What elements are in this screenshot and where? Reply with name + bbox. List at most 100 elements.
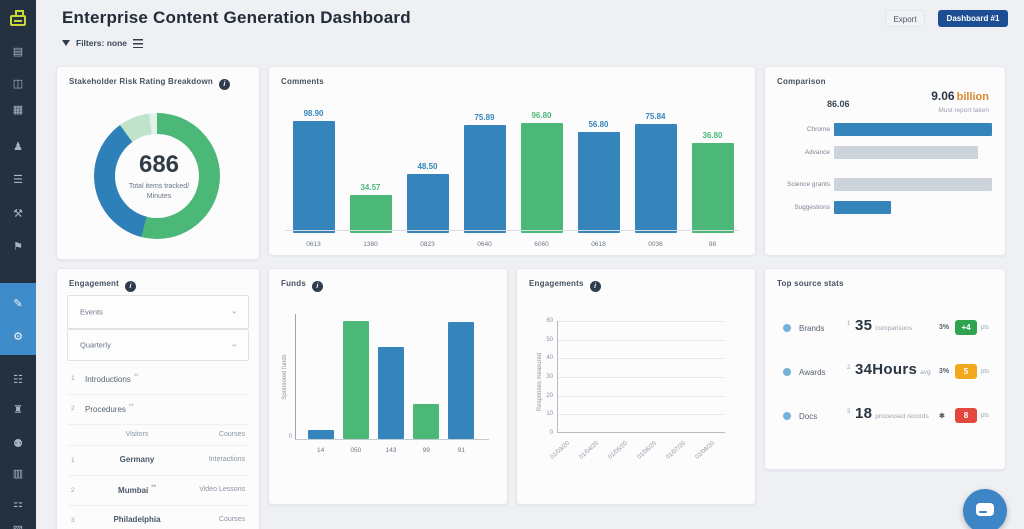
row-name: Germany — [119, 455, 155, 464]
donut-total-value: 686 — [138, 151, 180, 178]
card-title-text: Engagement — [69, 279, 120, 288]
bar-group: 14 — [303, 317, 338, 455]
hbar — [834, 178, 992, 191]
nav-archive-icon[interactable]: ▧ — [0, 523, 36, 529]
card-risk-breakdown: Stakeholder Risk Rating Breakdown i 686 T… — [56, 66, 260, 260]
card-comments-chart: Comments 98.90 0613 34.57 1380 48.50 0823 75.8… — [268, 66, 756, 256]
rank-number: 2 — [71, 487, 75, 494]
bar-group: 75.84 0036 — [627, 107, 684, 249]
chat-button[interactable] — [963, 489, 1007, 529]
sidebar: ▤ ◫ ▦ ♟ ☰ ⚒ ⚑ ✎ ⚙ ☷ ♜ ⚉ ▥ ⚏ ▧ — [0, 0, 36, 529]
nav-assets-icon[interactable]: ♜ — [13, 404, 23, 416]
donut-hole — [115, 134, 199, 218]
stat-row[interactable]: Brands 1 35 comparisons 3% +4 pts — [765, 311, 1005, 351]
bar — [406, 174, 449, 233]
bar — [342, 321, 369, 439]
filter-funnel-icon[interactable] — [62, 40, 70, 46]
item-footnote: ** — [151, 485, 156, 491]
x-axis-label: 99 — [422, 447, 430, 454]
stat-row[interactable]: Awards 2 34Hours avg 3% 5 pts — [765, 355, 1005, 395]
info-icon[interactable]: i — [125, 281, 137, 292]
primary-action-button[interactable]: Dashboard #1 — [938, 10, 1008, 27]
comparison-big-value: 9.06 — [931, 89, 955, 103]
gridline — [558, 396, 725, 397]
info-icon[interactable]: i — [589, 281, 601, 292]
item-footnote: ** — [133, 374, 139, 380]
table-row[interactable]: 1 Germany Interactions — [67, 445, 249, 475]
row-name: Mumbai ** — [118, 485, 156, 495]
list-item[interactable]: 1 Introductions ** — [67, 365, 249, 395]
nav-tools-icon[interactable]: ⚒ — [13, 208, 23, 220]
stat-row[interactable]: Docs 3 18 processed records ✱ 8 pts — [765, 399, 1005, 439]
x-axis-label: 050 — [350, 447, 362, 454]
rank-number: 2 — [71, 405, 75, 412]
badge-note: pts — [981, 413, 990, 419]
page-title: Enterprise Content Generation Dashboard — [62, 8, 411, 27]
y-axis-tick: 40 — [546, 355, 553, 361]
bar-value-label: 75.84 — [645, 112, 666, 121]
bullet-dot-icon — [783, 368, 791, 376]
y-axis-line — [295, 314, 296, 439]
stat-value: 34Hours avg — [855, 361, 931, 379]
x-axis-line — [285, 230, 739, 231]
nav-files-icon[interactable]: ▥ — [12, 468, 24, 480]
gridline — [558, 358, 725, 359]
card-title-text: Stakeholder Risk Rating Breakdown — [69, 77, 213, 86]
bar — [448, 322, 475, 439]
stat-suffix: avg — [920, 369, 931, 376]
table-row[interactable]: 3 Philadelphia Courses — [67, 505, 249, 529]
info-icon[interactable]: i — [312, 281, 323, 292]
hbar-label: Science grants — [787, 181, 830, 188]
stat-number: 34 — [855, 361, 873, 378]
stat-number: 18 — [855, 405, 873, 422]
nav-reports-icon[interactable]: ▤ — [12, 46, 24, 58]
stat-label: Awards — [799, 368, 826, 377]
export-button[interactable]: Export — [885, 10, 925, 27]
nav-layers-icon[interactable]: ☷ — [13, 374, 23, 386]
row-name: Philadelphia — [113, 515, 161, 524]
card-title-text: Comparison — [777, 77, 826, 86]
bar — [520, 123, 563, 233]
hbar — [834, 123, 992, 136]
table-row[interactable]: 2 Mumbai ** Video Lessons — [67, 475, 249, 505]
bar-value-label: 96.80 — [531, 111, 552, 120]
card-title-text: Funds — [281, 279, 306, 288]
nav-flag-icon[interactable]: ⚑ — [13, 241, 23, 253]
nav-menu-icon[interactable]: ☰ — [13, 174, 23, 186]
card-title: Comparison — [777, 77, 826, 86]
info-icon[interactable]: i — [218, 79, 230, 90]
card-title-text: Comments — [281, 77, 324, 86]
y-axis-tick: 10 — [546, 411, 553, 417]
engagement-select-period[interactable]: Quarterly ⌄ — [67, 329, 249, 361]
bar-group: 050 — [338, 317, 373, 455]
filter-sliders-icon[interactable] — [133, 38, 144, 48]
nav-users-icon[interactable]: ♟ — [13, 141, 23, 153]
nav-edit-icon[interactable]: ✎ — [13, 298, 23, 310]
x-axis-label: 0640 — [477, 241, 492, 248]
bar — [463, 125, 506, 233]
row-value: Video Lessons — [199, 486, 245, 493]
hbar — [834, 146, 978, 159]
bar-group: 75.89 0640 — [456, 107, 513, 249]
comparison-unit: billion — [956, 91, 989, 103]
engagements-plot-area — [557, 321, 725, 433]
list-item[interactable]: 2 Procedures ** — [67, 395, 249, 425]
x-axis-label: 6060 — [534, 241, 549, 248]
engagement-select-events[interactable]: Events ⌄ — [67, 295, 249, 329]
stat-rank: 2 — [847, 365, 851, 371]
nav-stats-icon[interactable]: ⚉ — [13, 438, 23, 450]
item-label: Procedures ** — [85, 404, 134, 414]
comparison-header: 9.06 billion Must report taken — [931, 87, 989, 114]
nav-documents-icon[interactable]: ◫ — [12, 78, 24, 90]
app-logo-icon[interactable] — [8, 7, 30, 29]
nav-grid-icon[interactable]: ▦ — [12, 104, 24, 116]
card-funds: Funds i Sponsored funds 0 14 050 143 99 91 — [268, 268, 508, 505]
bar — [577, 132, 620, 233]
bar-value-label: 36.80 — [702, 131, 723, 140]
nav-settings-icon[interactable]: ⚙ — [13, 331, 23, 343]
select-value: Events — [80, 307, 103, 317]
bar-group: 56.80 0618 — [570, 107, 627, 249]
nav-boards-icon[interactable]: ⚏ — [13, 498, 23, 510]
gridline — [558, 340, 725, 341]
